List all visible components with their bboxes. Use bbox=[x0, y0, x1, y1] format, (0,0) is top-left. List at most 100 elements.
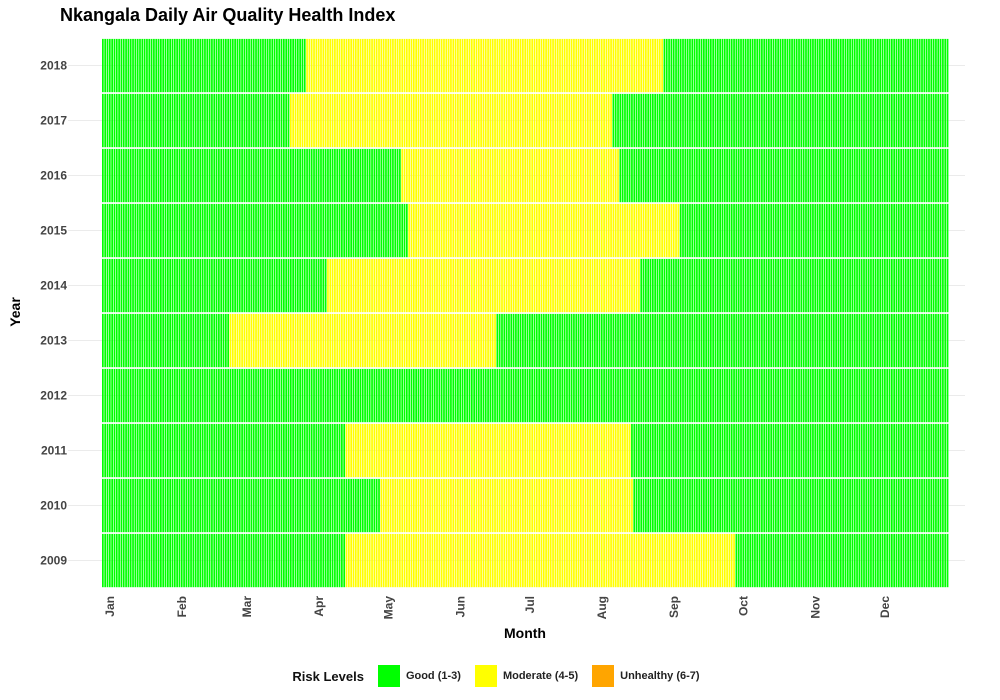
heatmap-cell bbox=[911, 368, 914, 423]
heatmap-cell bbox=[723, 313, 726, 368]
heatmap-cell bbox=[737, 93, 740, 148]
heatmap-cell bbox=[303, 478, 306, 533]
heatmap-cell bbox=[350, 423, 353, 478]
heatmap-cell bbox=[763, 258, 766, 313]
heatmap-cell bbox=[791, 203, 793, 258]
heatmap-cell bbox=[946, 313, 949, 368]
heatmap-cell bbox=[204, 423, 206, 478]
heatmap-cell bbox=[830, 148, 833, 203]
heatmap-cell bbox=[378, 478, 380, 533]
heatmap-cell bbox=[654, 313, 657, 368]
heatmap-cell bbox=[454, 313, 457, 368]
heatmap-cell bbox=[807, 38, 810, 93]
heatmap-cell bbox=[315, 258, 318, 313]
heatmap-cell bbox=[127, 258, 130, 313]
heatmap-cell bbox=[538, 368, 540, 423]
heatmap-cell bbox=[628, 478, 631, 533]
heatmap-cell bbox=[858, 533, 861, 588]
heatmap-cell bbox=[675, 203, 677, 258]
heatmap-cell bbox=[313, 148, 315, 203]
heatmap-cell bbox=[793, 93, 796, 148]
heatmap-cell bbox=[331, 478, 334, 533]
heatmap-cell bbox=[113, 478, 116, 533]
heatmap-cell bbox=[837, 368, 840, 423]
heatmap-cell bbox=[236, 38, 239, 93]
heatmap-cell bbox=[259, 313, 262, 368]
heatmap-cell bbox=[464, 478, 466, 533]
heatmap-cell bbox=[886, 93, 889, 148]
heatmap-cell bbox=[136, 533, 139, 588]
heatmap-cell bbox=[895, 368, 898, 423]
heatmap-cell bbox=[396, 203, 399, 258]
heatmap-cell bbox=[942, 38, 944, 93]
heatmap-cell bbox=[211, 38, 213, 93]
heatmap-cell bbox=[580, 423, 582, 478]
heatmap-cell bbox=[740, 313, 742, 368]
heatmap-cell bbox=[461, 313, 464, 368]
heatmap-cell bbox=[538, 313, 540, 368]
heatmap-cell bbox=[658, 313, 661, 368]
heatmap-cell bbox=[489, 258, 492, 313]
heatmap-cell bbox=[415, 203, 417, 258]
heatmap-cell bbox=[187, 203, 190, 258]
heatmap-cell bbox=[547, 478, 550, 533]
heatmap-cell bbox=[533, 203, 536, 258]
heatmap-cell bbox=[382, 38, 385, 93]
heatmap-cell bbox=[245, 93, 248, 148]
heatmap-cell bbox=[870, 93, 872, 148]
heatmap-cell bbox=[703, 368, 705, 423]
heatmap-cell bbox=[431, 93, 434, 148]
heatmap-cell bbox=[563, 423, 566, 478]
heatmap-cell bbox=[575, 313, 578, 368]
heatmap-cell bbox=[893, 93, 896, 148]
heatmap-cell bbox=[533, 38, 536, 93]
heatmap-cell bbox=[313, 38, 315, 93]
heatmap-cell bbox=[250, 93, 253, 148]
heatmap-cell bbox=[677, 203, 680, 258]
y-tick-label: 2010 bbox=[40, 499, 67, 513]
heatmap-cell bbox=[292, 478, 294, 533]
heatmap-cell bbox=[881, 148, 884, 203]
heatmap-cell bbox=[758, 38, 761, 93]
heatmap-cell bbox=[273, 478, 276, 533]
heatmap-cell bbox=[819, 368, 821, 423]
heatmap-cell bbox=[528, 423, 531, 478]
heatmap-cell bbox=[292, 533, 294, 588]
heatmap-cell bbox=[324, 533, 327, 588]
heatmap-cell bbox=[935, 38, 937, 93]
heatmap-cell bbox=[649, 38, 652, 93]
heatmap-cell bbox=[728, 313, 731, 368]
heatmap-cell bbox=[494, 148, 496, 203]
heatmap-cell bbox=[415, 38, 417, 93]
heatmap-cell bbox=[816, 258, 819, 313]
heatmap-cell bbox=[164, 368, 167, 423]
heatmap-cell bbox=[812, 423, 814, 478]
heatmap-cell bbox=[691, 93, 694, 148]
heatmap-cell bbox=[923, 423, 926, 478]
heatmap-cell bbox=[417, 93, 420, 148]
heatmap-cell bbox=[208, 148, 211, 203]
heatmap-cell bbox=[860, 203, 863, 258]
heatmap-cell bbox=[642, 313, 645, 368]
heatmap-cell bbox=[563, 258, 566, 313]
heatmap-cell bbox=[607, 478, 610, 533]
heatmap-cell bbox=[501, 203, 503, 258]
heatmap-cell bbox=[791, 258, 793, 313]
heatmap-cell bbox=[528, 313, 531, 368]
heatmap-cell bbox=[584, 313, 587, 368]
heatmap-cell bbox=[719, 313, 721, 368]
heatmap-cell bbox=[308, 203, 311, 258]
heatmap-cell bbox=[858, 38, 861, 93]
heatmap-cell bbox=[849, 313, 851, 368]
heatmap-cell bbox=[654, 368, 657, 423]
heatmap-cell bbox=[315, 38, 318, 93]
heatmap-cell bbox=[805, 478, 807, 533]
heatmap-cell bbox=[788, 478, 791, 533]
heatmap-cell bbox=[716, 368, 719, 423]
heatmap-cell bbox=[816, 478, 819, 533]
heatmap-cell bbox=[118, 533, 120, 588]
heatmap-cell bbox=[770, 478, 773, 533]
heatmap-cell bbox=[512, 478, 515, 533]
heatmap-cell bbox=[658, 423, 661, 478]
heatmap-cell bbox=[582, 258, 585, 313]
